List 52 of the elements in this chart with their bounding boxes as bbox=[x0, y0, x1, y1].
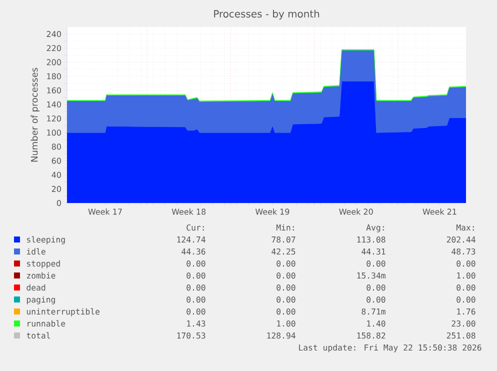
text: Min: bbox=[276, 224, 294, 230]
text: 158.82 bbox=[357, 332, 386, 339]
text: 0.00 bbox=[276, 308, 296, 315]
text: Avg: bbox=[366, 224, 384, 232]
text: 202.44 bbox=[446, 236, 476, 243]
text: 0.00 bbox=[456, 296, 476, 303]
text: 0.00 bbox=[456, 284, 476, 291]
y-axis-title: Number of processes bbox=[30, 68, 40, 162]
legend-label: stopped bbox=[27, 260, 60, 268]
chart-title: Processes - by month bbox=[214, 10, 320, 20]
text: 78.07 bbox=[272, 236, 296, 243]
text: 0.00 bbox=[366, 260, 386, 267]
text: 0.00 bbox=[276, 260, 296, 267]
legend-label: paging bbox=[26, 296, 55, 304]
text: 1.00 bbox=[457, 272, 476, 279]
text: Last update: Fri May 22 15:50:38 2026 bbox=[299, 344, 482, 352]
text: 0.00 bbox=[366, 296, 386, 303]
text: 0.00 bbox=[186, 284, 206, 291]
text: Cur: bbox=[186, 224, 204, 231]
text: 1.76 bbox=[457, 308, 476, 315]
text: 0.00 bbox=[186, 260, 206, 267]
text: 1.00 bbox=[277, 320, 296, 327]
text: 170.53 bbox=[177, 332, 206, 339]
text: 251.08 bbox=[446, 332, 476, 339]
text: 0.00 bbox=[276, 272, 296, 279]
text: 44.31 bbox=[362, 248, 386, 255]
text: 0.00 bbox=[186, 272, 206, 279]
legend-label: sleeping bbox=[27, 236, 65, 244]
text: 124.74 bbox=[177, 236, 206, 242]
legend-label: uninterruptible bbox=[26, 308, 100, 316]
text: Max: bbox=[456, 224, 474, 231]
text: 1.43 bbox=[187, 320, 206, 327]
legend-label: idle bbox=[26, 248, 46, 255]
text: 15.34m bbox=[357, 272, 386, 279]
legend-label: total bbox=[26, 332, 50, 339]
text: 0.00 bbox=[366, 284, 386, 291]
text: 0.00 bbox=[276, 284, 296, 291]
text: 44.36 bbox=[182, 248, 206, 255]
text: 0.00 bbox=[276, 296, 296, 303]
text: 23.00 bbox=[452, 320, 476, 327]
text: 8.71m bbox=[362, 308, 386, 315]
text: 128.94 bbox=[267, 332, 296, 339]
text: 0.00 bbox=[186, 308, 206, 315]
text: 0.00 bbox=[186, 296, 206, 303]
text: 0.00 bbox=[456, 260, 476, 267]
text: 42.25 bbox=[272, 248, 296, 255]
text: 113.08 bbox=[357, 236, 386, 243]
legend-label: dead bbox=[26, 284, 46, 291]
text: 1.40 bbox=[367, 320, 386, 327]
legend-label: runnable bbox=[28, 320, 66, 327]
text: 48.73 bbox=[452, 248, 476, 255]
legend-label: zombie bbox=[27, 272, 56, 279]
